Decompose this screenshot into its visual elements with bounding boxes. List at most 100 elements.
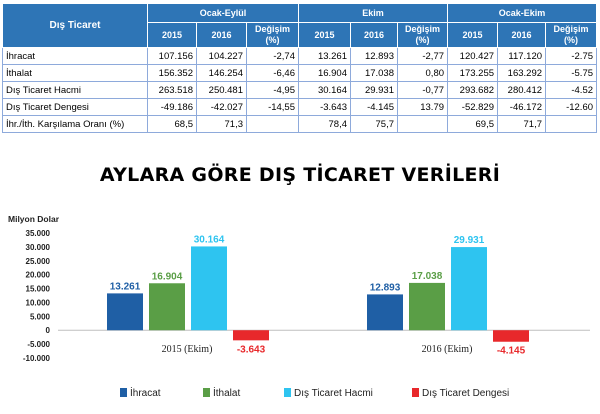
- table-cell: 29.931: [350, 81, 398, 99]
- table-cell: -0,77: [396, 81, 449, 99]
- bar-1-1: [409, 282, 445, 331]
- table-cell: -2,77: [396, 47, 449, 65]
- table-cell: -6,46: [246, 64, 299, 82]
- bar-chart: Milyon Dolar -10.000 -5.000 0 5.000 10.000 15.…: [8, 214, 590, 399]
- group-header-row: Dış Ticaret Ocak-Eylül Ekim Ocak-Ekim: [2, 3, 598, 48]
- legend-swatch-3: [412, 388, 419, 397]
- bar-1-0: [149, 283, 185, 331]
- legend-entry: İthalat: [213, 386, 240, 399]
- year-header: 2016: [497, 22, 547, 48]
- bar-2-1: [451, 247, 487, 331]
- year-header-row: 2015 2016 Değişim (%) 2015 2016 Değişim …: [3, 22, 598, 48]
- table-cell: -12.60: [545, 98, 598, 116]
- table-cell: 280.412: [497, 81, 547, 99]
- table-cell: -4,95: [246, 81, 299, 99]
- row-label: Dış Ticaret Hacmi: [2, 81, 148, 99]
- row-label: İhr./İth. Karşılama Oranı (%): [2, 115, 148, 133]
- bar-0-1: [367, 294, 403, 331]
- y-tick-label: 0: [46, 326, 51, 335]
- table-cell: 250.481: [196, 81, 247, 99]
- table-cell: -4.145: [350, 98, 398, 116]
- year-header: 2016: [350, 22, 398, 48]
- value-label: 17.038: [412, 271, 443, 282]
- table-cell: -42.027: [196, 98, 247, 116]
- table-corner-label: Dış Ticaret: [2, 3, 148, 48]
- table-cell: 293.682: [447, 81, 499, 99]
- table-cell: 71,7: [497, 115, 547, 133]
- change-header: Değişim (%): [246, 22, 299, 48]
- y-tick-label: -5.000: [27, 340, 50, 349]
- row-label: İthalat: [2, 64, 148, 82]
- table-cell: 13.261: [298, 47, 351, 65]
- trade-table: Dış Ticaret Ocak-Eylül Ekim Ocak-Ekim 20…: [2, 3, 598, 133]
- table-cell: -4.52: [545, 81, 598, 99]
- category-label: 2015 (Ekim): [162, 344, 213, 355]
- table-cell: 78,4: [298, 115, 351, 133]
- table-cell: 13.79: [396, 98, 449, 116]
- y-tick-label: 25.000: [26, 257, 51, 266]
- change-header: Değişim (%): [545, 22, 598, 48]
- table-cell: -2,74: [246, 47, 299, 65]
- page-heading: AYLARA GÖRE DIŞ TİCARET VERİLERİ: [99, 164, 501, 186]
- table-row: Dış Ticaret Hacmi 263.518 250.481 -4,95 30.1…: [2, 81, 598, 99]
- table-cell: [396, 115, 449, 133]
- table-row: İthalat 156.352 146.254 -6,46 16.904 17.038 0,…: [2, 64, 598, 82]
- table-cell: -46.172: [497, 98, 547, 116]
- legend-entry: İhracat: [130, 386, 161, 399]
- year-header: 2016: [196, 22, 247, 48]
- y-tick-label: 35.000: [26, 229, 51, 238]
- row-label: İhracat: [2, 47, 148, 65]
- value-label: 30.164: [194, 234, 225, 245]
- table-cell: 107.156: [147, 47, 197, 65]
- table-cell: 17.038: [350, 64, 398, 82]
- legend-entry: Dış Ticaret Dengesi: [422, 388, 509, 399]
- table-cell: 0,80: [396, 64, 449, 82]
- group-header: Ocak-Eylül: [147, 3, 299, 23]
- category-label: 2016 (Ekim): [422, 344, 473, 355]
- table-cell: 120.427: [447, 47, 499, 65]
- table-cell: 146.254: [196, 64, 247, 82]
- bar-3-0: [233, 330, 269, 341]
- table-cell: 16.904: [298, 64, 351, 82]
- y-tick-label: 10.000: [26, 298, 51, 307]
- row-label: Dış Ticaret Dengesi: [2, 98, 148, 116]
- table-cell: [545, 115, 598, 133]
- table-cell: 104.227: [196, 47, 247, 65]
- legend-swatch-2: [284, 388, 291, 397]
- table-cell: -14,55: [246, 98, 299, 116]
- group-header: Ekim: [297, 3, 449, 23]
- value-label: 12.893: [370, 282, 401, 293]
- group-header: Ocak-Ekim: [447, 3, 598, 23]
- table-cell: -5.75: [545, 64, 598, 82]
- y-axis-label: Milyon Dolar: [8, 214, 60, 224]
- legend-swatch-1: [203, 388, 210, 397]
- value-label: 29.931: [454, 235, 485, 246]
- value-label: 16.904: [152, 271, 183, 282]
- year-header: 2015: [298, 22, 351, 48]
- table-cell: 12.893: [350, 47, 398, 65]
- table-cell: -3.643: [298, 98, 351, 116]
- table-cell: -2.75: [545, 47, 598, 65]
- table-row: İhr./İth. Karşılama Oranı (%) 68,5 71,3 78,…: [2, 115, 598, 133]
- legend-swatch-0: [120, 388, 127, 397]
- table-cell: 68,5: [147, 115, 197, 133]
- bar-2-0: [191, 246, 227, 331]
- table-cell: 263.518: [147, 81, 197, 99]
- table-cell: 173.255: [447, 64, 499, 82]
- table-cell: 71,3: [196, 115, 247, 133]
- table-cell: 75,7: [350, 115, 398, 133]
- y-tick-label: 20.000: [26, 271, 51, 280]
- value-label: -3.643: [237, 344, 266, 355]
- table-cell: -49.186: [147, 98, 197, 116]
- year-header: 2015: [447, 22, 499, 48]
- year-header: 2015: [147, 22, 197, 48]
- y-tick-label: 30.000: [26, 243, 51, 252]
- y-tick-label: 5.000: [30, 312, 51, 321]
- legend-entry: Dış Ticaret Hacmi: [294, 388, 373, 399]
- table-row: Dış Ticaret Dengesi -49.186 -42.027 -14,55-…: [2, 98, 598, 116]
- table-cell: 69,5: [447, 115, 499, 133]
- table-cell: -52.829: [447, 98, 499, 116]
- table-body: İhracat 107.156 104.227 -2,74 13.261 12.893 -2…: [2, 47, 598, 133]
- change-header: Değişim (%): [396, 22, 449, 48]
- value-label: -4.145: [497, 346, 526, 357]
